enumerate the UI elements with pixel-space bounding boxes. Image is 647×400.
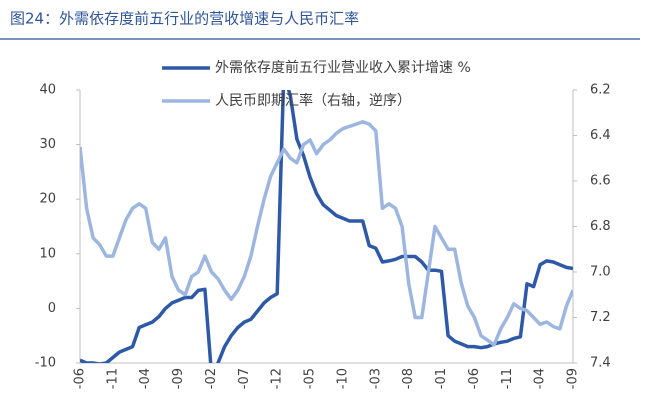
series-line (80, 120, 573, 347)
x-tick-label: -04 (533, 368, 548, 389)
y-tick-label: 30 (39, 137, 56, 152)
legend-label: 人民币即期汇率（右轴，逆序） (215, 92, 411, 109)
x-tick-label: -09 (566, 368, 581, 389)
chart-title: 图24：外需依存度前五行业的营收增速与人民币汇率 (10, 10, 359, 28)
legend-label: 外需依存度前五行业营业收入累计增速 % (215, 59, 471, 76)
y2-tick-label: 7.2 (590, 310, 611, 325)
y2-tick-label: 7.0 (590, 265, 611, 280)
x-tick-label: -07 (237, 368, 252, 389)
x-tick-label: -12 (270, 368, 285, 389)
x-tick-label: -05 (303, 368, 318, 389)
x-tick-label: -09 (171, 368, 186, 389)
y-tick-label: 0 (48, 301, 56, 316)
x-tick-label: -01 (434, 368, 449, 389)
y-tick-label: 40 (39, 83, 56, 98)
x-tick-label: -08 (401, 368, 416, 389)
y2-tick-label: 6.8 (590, 219, 611, 234)
series-line (80, 90, 573, 363)
y-tick-label: 20 (39, 192, 56, 207)
y2-tick-label: 6.4 (590, 128, 611, 143)
x-tick-label: -11 (105, 368, 120, 389)
y-tick-label: 10 (39, 246, 56, 261)
y2-tick-label: 6.6 (590, 174, 611, 189)
x-tick-label: -06 (467, 368, 482, 389)
x-tick-label: -10 (335, 368, 350, 389)
y2-tick-label: 7.4 (590, 356, 611, 371)
x-tick-label: -02 (204, 368, 219, 389)
x-tick-label: -06 (73, 368, 88, 389)
x-tick-label: -04 (138, 368, 153, 389)
y2-tick-label: 6.2 (590, 83, 611, 98)
x-tick-label: -03 (368, 368, 383, 389)
y-tick-label: -10 (35, 356, 56, 371)
x-tick-label: -11 (500, 368, 515, 389)
